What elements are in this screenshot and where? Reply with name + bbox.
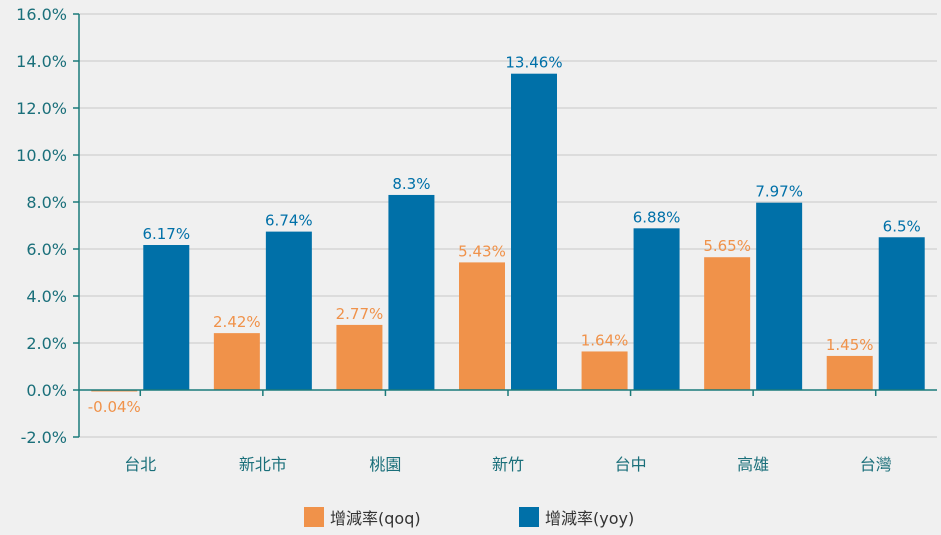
legend-label-yoy: 增減率(yoy) (545, 509, 635, 528)
x-tick-label: 新北市 (239, 455, 287, 474)
bar-qoq (704, 257, 751, 390)
bar-yoy (388, 194, 435, 390)
data-label-yoy: 6.5% (883, 217, 921, 235)
bar-qoq (826, 355, 873, 390)
y-tick-label: 16.0% (16, 5, 67, 24)
bar-qoq (459, 262, 505, 390)
data-label-qoq: 2.42% (213, 313, 261, 331)
legend-item-yoy[interactable]: 增減率(yoy) (519, 505, 634, 529)
data-label-yoy: 7.97% (755, 183, 803, 201)
bar-qoq (336, 324, 383, 390)
data-label-qoq: 5.65% (703, 237, 751, 255)
y-tick-label: 2.0% (26, 334, 67, 353)
y-tick-label: 6.0% (26, 240, 67, 259)
bar-yoy (265, 231, 312, 390)
bar-yoy (633, 228, 680, 390)
y-tick-label: 14.0% (16, 52, 67, 71)
legend: 增減率(qoq) 增減率(yoy) (0, 505, 941, 529)
data-label-qoq: -0.04% (88, 398, 141, 416)
x-tick-label: 台北 (124, 455, 156, 474)
legend-swatch-yoy (519, 507, 539, 527)
x-tick-label: 新竹 (492, 455, 524, 474)
y-tick-label: 0.0% (26, 381, 67, 400)
bar-yoy (878, 237, 925, 390)
data-label-yoy: 6.74% (265, 212, 313, 230)
y-tick-label: -2.0% (21, 428, 67, 447)
y-tick-label: 4.0% (26, 287, 67, 306)
data-label-yoy: 6.88% (633, 208, 681, 226)
x-tick-label: 台中 (615, 455, 647, 474)
legend-label-qoq: 增減率(qoq) (330, 509, 421, 528)
bar-qoq (213, 333, 260, 390)
x-tick-label: 台灣 (860, 455, 892, 474)
bar-yoy (143, 245, 190, 390)
x-tick-label: 高雄 (737, 455, 769, 474)
data-label-qoq: 1.45% (826, 336, 874, 354)
y-tick-label: 8.0% (26, 193, 67, 212)
data-label-qoq: 2.77% (336, 305, 384, 323)
x-tick-label: 桃園 (369, 455, 401, 474)
data-label-yoy: 6.17% (142, 225, 190, 243)
data-label-qoq: 1.64% (581, 331, 629, 349)
y-tick-label: 10.0% (16, 146, 67, 165)
data-label-qoq: 5.43% (458, 242, 506, 260)
bar-yoy (756, 202, 803, 390)
bar-yoy (511, 73, 557, 390)
bar-qoq (581, 351, 628, 390)
y-tick-label: 12.0% (16, 99, 67, 118)
data-label-yoy: 13.46% (505, 54, 562, 72)
legend-swatch-qoq (304, 507, 324, 527)
data-label-yoy: 8.3% (392, 175, 430, 193)
legend-item-qoq[interactable]: 增減率(qoq) (304, 505, 421, 529)
